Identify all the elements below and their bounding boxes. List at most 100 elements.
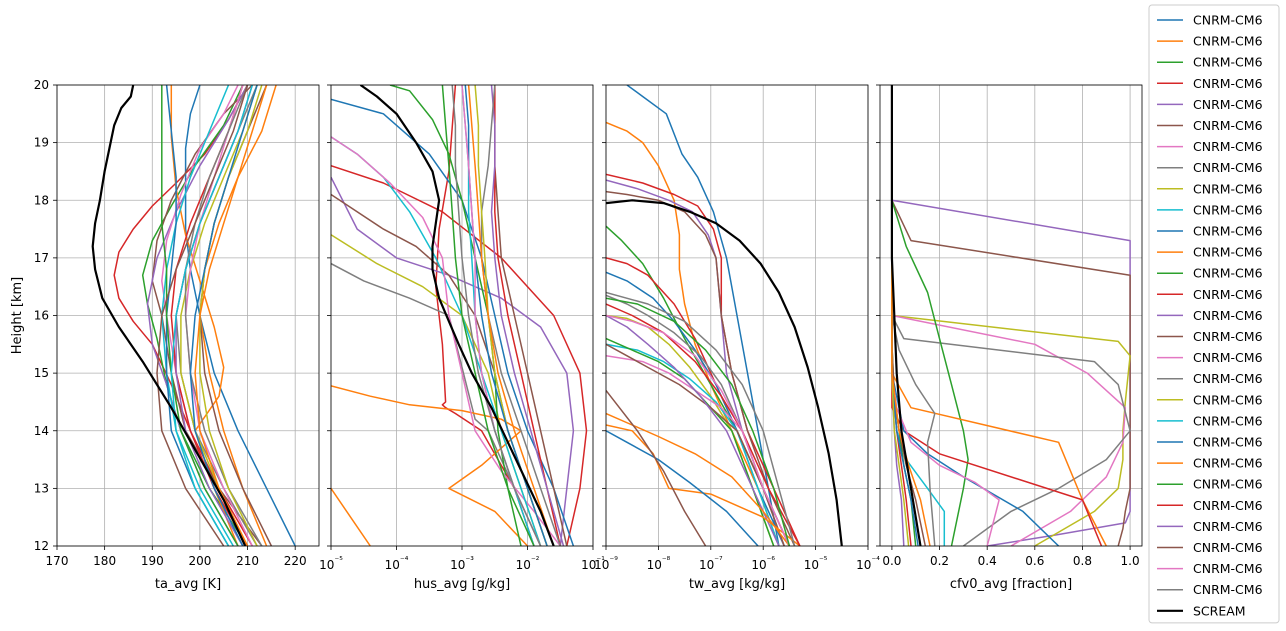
y-tick-label: 16 (34, 309, 49, 323)
series-line-cnrm-cm6 (606, 343, 785, 546)
x-tick-label: 0.6 (1025, 554, 1044, 568)
series-line-scream (890, 85, 922, 546)
x-tick-label: 10⁻⁴ (385, 556, 409, 572)
series-line-cnrm-cm6 (189, 85, 258, 546)
series-line-cnrm-cm6 (170, 85, 254, 546)
x-tick-label: 10⁻⁵ (804, 556, 828, 572)
legend-label: CNRM-CM6 (1193, 582, 1263, 597)
series-line-cnrm-cm6 (606, 257, 791, 546)
series-line-cnrm-cm6 (490, 85, 565, 546)
legend-label: CNRM-CM6 (1193, 435, 1263, 450)
legend-box (1148, 4, 1280, 624)
x-tick-label: 10⁻⁷ (699, 556, 723, 572)
series-line-cnrm-cm6 (606, 314, 780, 546)
y-tick-label: 17 (34, 251, 49, 265)
series-line-cnrm-cm6 (606, 424, 801, 546)
x-axis-label: cfv0_avg [fraction] (950, 577, 1072, 592)
series-line-scream (359, 85, 555, 546)
panel-2: 10⁻⁵ 10⁻⁴ 10⁻³ 10⁻² 10⁻¹ hus_avg [g/kg] (319, 84, 605, 592)
x-tick-label: 10⁻² (516, 556, 540, 572)
series-line-cnrm-cm6 (331, 136, 561, 546)
legend-label: CNRM-CM6 (1193, 498, 1263, 513)
x-tick-label: 10⁻³ (450, 556, 474, 572)
series-line-cnrm-cm6 (331, 262, 542, 546)
legend-label: CNRM-CM6 (1193, 245, 1263, 260)
x-tick-label: 0.2 (930, 554, 949, 568)
legend-label: SCREAM (1193, 603, 1246, 618)
series-line-cnrm-cm6 (606, 430, 759, 546)
x-tick-label: 10⁻⁴ (856, 556, 880, 572)
series-line-cnrm-cm6 (606, 297, 791, 546)
legend-label: CNRM-CM6 (1193, 97, 1263, 112)
x-tick-label: 170 (46, 554, 69, 568)
legend-label: CNRM-CM6 (1193, 266, 1263, 281)
series-line-cnrm-cm6 (184, 85, 263, 546)
legend-label: CNRM-CM6 (1193, 308, 1263, 323)
x-tick-label: 0.4 (978, 554, 997, 568)
x-axis-label: ta_avg [K] (155, 577, 221, 592)
y-tick-label: 14 (34, 424, 49, 438)
legend-label: CNRM-CM6 (1193, 13, 1263, 28)
y-tick-label: 20 (34, 78, 49, 92)
series-line-scream (91, 85, 247, 546)
series-line-cnrm-cm6 (331, 176, 575, 546)
series-line-cnrm-cm6 (199, 85, 263, 546)
series-line-cnrm-cm6 (606, 343, 780, 546)
legend-label: CNRM-CM6 (1193, 392, 1263, 407)
series-line-cnrm-cm6 (156, 85, 249, 546)
y-tick-label: 12 (34, 539, 49, 553)
legend-label: CNRM-CM6 (1193, 76, 1263, 91)
series-line-cnrm-cm6 (194, 85, 268, 546)
series-line-cnrm-cm6 (891, 85, 936, 546)
series-line-cnrm-cm6 (606, 303, 801, 546)
x-tick-label: 10⁻⁵ (319, 556, 343, 572)
series-line-cnrm-cm6 (891, 85, 969, 546)
y-tick-label: 13 (34, 481, 49, 495)
series-line-cnrm-cm6 (161, 85, 234, 546)
series-line-cnrm-cm6 (331, 385, 529, 546)
legend-label: CNRM-CM6 (1193, 118, 1263, 133)
series-line-cnrm-cm6 (435, 85, 535, 546)
x-tick-label: 220 (284, 554, 307, 568)
series-line-cnrm-cm6 (606, 190, 796, 546)
legend-label: CNRM-CM6 (1193, 160, 1263, 175)
series-line-cnrm-cm6 (891, 85, 1131, 546)
legend-label: CNRM-CM6 (1193, 561, 1263, 576)
x-tick-label: 210 (236, 554, 259, 568)
legend-label: CNRM-CM6 (1193, 350, 1263, 365)
legend-label: CNRM-CM6 (1193, 540, 1263, 555)
series-line-cnrm-cm6 (331, 164, 588, 546)
x-tick-label: 180 (93, 554, 116, 568)
legend-label: CNRM-CM6 (1193, 519, 1263, 534)
x-tick-label: 200 (188, 554, 211, 568)
x-tick-label: 190 (141, 554, 164, 568)
x-axis-label: hus_avg [g/kg] (414, 577, 510, 592)
series-line-cnrm-cm6 (606, 412, 790, 546)
legend-label: CNRM-CM6 (1193, 55, 1263, 70)
y-axis-label: Height [km] (10, 277, 25, 354)
legend-label: CNRM-CM6 (1193, 34, 1263, 49)
series-line-cnrm-cm6 (606, 389, 707, 546)
legend-label: CNRM-CM6 (1193, 371, 1263, 386)
x-tick-label: 0.0 (882, 554, 901, 568)
legend-label: CNRM-CM6 (1193, 202, 1263, 217)
y-tick-label: 18 (34, 193, 49, 207)
series-line-cnrm-cm6 (451, 85, 542, 546)
legend-label: CNRM-CM6 (1193, 181, 1263, 196)
series-line-cnrm-cm6 (467, 85, 555, 546)
panel-1: 170 180 190 200 210 220 12 13 14 15 16 17 18 19 20 ta_a… (10, 78, 320, 592)
panel-3: 10⁻⁹ 10⁻⁸ 10⁻⁷ 10⁻⁶ 10⁻⁵ 10⁻⁴ tw_avg [kg/kg] (594, 84, 880, 592)
legend-label: CNRM-CM6 (1193, 224, 1263, 239)
x-tick-label: 0.8 (1073, 554, 1092, 568)
series-line-cnrm-cm6 (184, 85, 253, 546)
series-line-cnrm-cm6 (161, 85, 239, 546)
legend-label: CNRM-CM6 (1193, 477, 1263, 492)
series-line-cnrm-cm6 (606, 337, 775, 546)
legend-label: CNRM-CM6 (1193, 287, 1263, 302)
legend-label: CNRM-CM6 (1193, 329, 1263, 344)
x-tick-label: 10⁻¹ (581, 556, 605, 572)
x-tick-label: 10⁻⁸ (647, 556, 671, 572)
series-line-cnrm-cm6 (331, 136, 535, 546)
y-tick-label: 19 (34, 136, 49, 150)
